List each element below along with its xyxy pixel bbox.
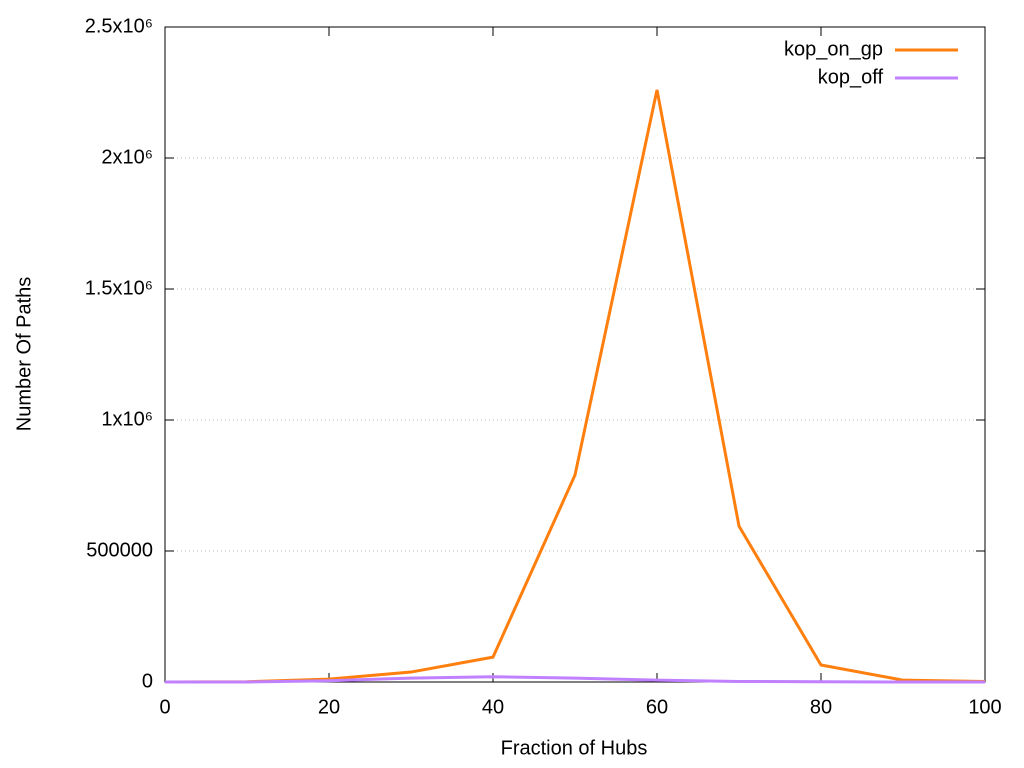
plot-frame <box>164 26 986 683</box>
x-axis-label: Fraction of Hubs <box>501 737 648 759</box>
y-tick-label: 1.5x10⁶ <box>85 277 153 299</box>
y-axis-label: Number Of Paths <box>13 277 35 432</box>
y-tick-label: 0 <box>142 670 153 692</box>
y-tick-label: 500000 <box>86 539 153 561</box>
x-tick-label: 0 <box>159 696 170 718</box>
data-line <box>165 675 985 684</box>
x-tick-label: 40 <box>482 696 504 718</box>
y-tick-label: 2.5x10⁶ <box>85 15 153 37</box>
data-line <box>164 89 986 684</box>
y-tick-label: 1x10⁶ <box>101 408 153 430</box>
x-tick-label: 80 <box>810 696 832 718</box>
y-tick-label: 2x10⁶ <box>101 146 153 168</box>
legend-label: kop_off <box>818 66 884 88</box>
x-tick-label: 20 <box>318 696 340 718</box>
legend-label: kop_on_gp <box>784 38 883 60</box>
x-tick-label: 100 <box>968 696 1001 718</box>
x-tick-label: 60 <box>646 696 668 718</box>
